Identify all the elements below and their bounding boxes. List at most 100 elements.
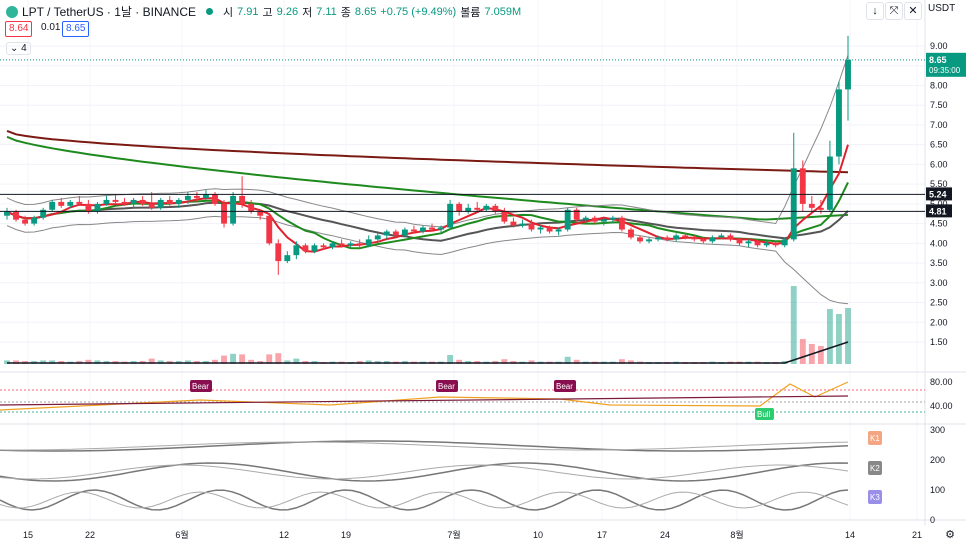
candle-body [727, 235, 734, 240]
k-badge [868, 431, 882, 445]
candle-body [112, 199, 119, 202]
candle-body [646, 239, 652, 242]
y-tick-label: 7.50 [930, 100, 948, 110]
indicators-toggle[interactable]: ⌄ 4 [6, 42, 31, 55]
volume-bar [573, 359, 580, 364]
ask-price[interactable]: 8.65 [62, 21, 90, 37]
x-tick-label: 6월 [175, 529, 188, 540]
y-tick-label: 7.00 [930, 120, 948, 130]
candle-body [600, 219, 607, 222]
x-tick-label: 22 [85, 530, 95, 540]
candle-body [537, 227, 544, 230]
ma-200-line [6, 129, 849, 174]
candle-body [618, 217, 625, 230]
candle-body [763, 243, 770, 246]
k3-signal-line [0, 491, 849, 509]
candle-body [483, 205, 490, 210]
candle-body [121, 201, 128, 204]
candle-body [139, 199, 146, 204]
candle-body [691, 237, 698, 240]
y-tick-label: 6.50 [930, 140, 948, 150]
candle-body [157, 199, 164, 208]
ma-100-line [6, 135, 849, 221]
bollinger-upper-line [6, 54, 849, 228]
candle-body [302, 245, 309, 252]
volume-bar [447, 355, 454, 364]
volume-bar [184, 360, 191, 364]
high-value: 9.26 [276, 5, 299, 18]
spread-value: 0.01 [41, 22, 61, 33]
sub-tick: 200 [930, 455, 945, 465]
candle-body [465, 207, 472, 212]
candle-body [76, 201, 83, 204]
high-label: 고 [262, 6, 273, 19]
candle-body [781, 239, 788, 246]
bear-tag-label: Bear [192, 382, 209, 391]
candle-body [338, 243, 345, 246]
candle-body [230, 195, 237, 224]
candle-body [736, 239, 743, 244]
candle-body [718, 235, 725, 238]
low-value: 7.11 [316, 5, 337, 18]
candle-body [248, 203, 255, 212]
candle-body [212, 194, 218, 204]
x-tick-label: 17 [597, 530, 607, 540]
y-tick-label: 2.50 [930, 298, 948, 308]
volume-bar [284, 360, 291, 364]
bull-tag-label: Bull [757, 410, 771, 419]
candle-body [266, 215, 273, 244]
candle-body [103, 199, 110, 204]
volume-bar [85, 359, 92, 364]
y-tick-label: 5.00 [930, 199, 948, 209]
expand-button[interactable]: ⤧ [885, 2, 903, 20]
candle-body [293, 245, 300, 256]
volume-bar [266, 354, 273, 364]
price-line-label: 5.24 [929, 189, 947, 199]
candle-body [664, 237, 671, 240]
osc-tick: 80.00 [930, 377, 953, 387]
bear-tag [190, 380, 212, 392]
close-button[interactable]: ✕ [904, 2, 922, 20]
candle-body [655, 237, 662, 240]
bear-tag-label: Bear [438, 382, 455, 391]
x-tick-label: 21 [912, 530, 922, 540]
candle-body [239, 195, 246, 204]
k-badge [868, 461, 882, 475]
currency-label[interactable]: USDT [928, 3, 956, 14]
last-price-label: 8.65 [929, 55, 947, 65]
y-tick-label: 8.00 [930, 80, 948, 90]
volume-bar [230, 353, 237, 364]
x-tick-label: 19 [341, 530, 351, 540]
volume-bar [148, 358, 155, 364]
settings-icon[interactable]: ⚙ [942, 527, 958, 543]
candle-body [347, 243, 354, 246]
candle-body [772, 243, 779, 246]
candle-body [401, 229, 408, 236]
k2-line [0, 462, 849, 482]
symbol-title[interactable]: LPT / TetherUS · 1날 · BINANCE [22, 5, 196, 19]
volume-bar [501, 359, 508, 364]
volume-bar [157, 360, 164, 364]
volume-bar [799, 339, 806, 364]
candle-body [31, 217, 38, 224]
scroll-down-button[interactable]: ↓ [866, 2, 884, 20]
candle-body [790, 168, 797, 240]
candle-body [311, 245, 318, 252]
bull-tag [755, 408, 774, 420]
x-tick-label: 14 [845, 530, 855, 540]
candle-body [356, 243, 363, 246]
candle-body [501, 211, 508, 222]
candle-body [13, 211, 19, 220]
ma-5-line [6, 144, 849, 253]
k-badge-label: K1 [870, 434, 880, 443]
candle-body [628, 229, 634, 238]
candle-body [365, 239, 372, 246]
y-tick-label: 2.00 [930, 317, 948, 327]
volume-bar [826, 309, 833, 364]
candle-body [94, 203, 101, 212]
candle-body [637, 237, 643, 242]
bid-price[interactable]: 8.64 [5, 21, 33, 37]
price-line-tag [926, 187, 952, 201]
candle-body [817, 207, 824, 210]
